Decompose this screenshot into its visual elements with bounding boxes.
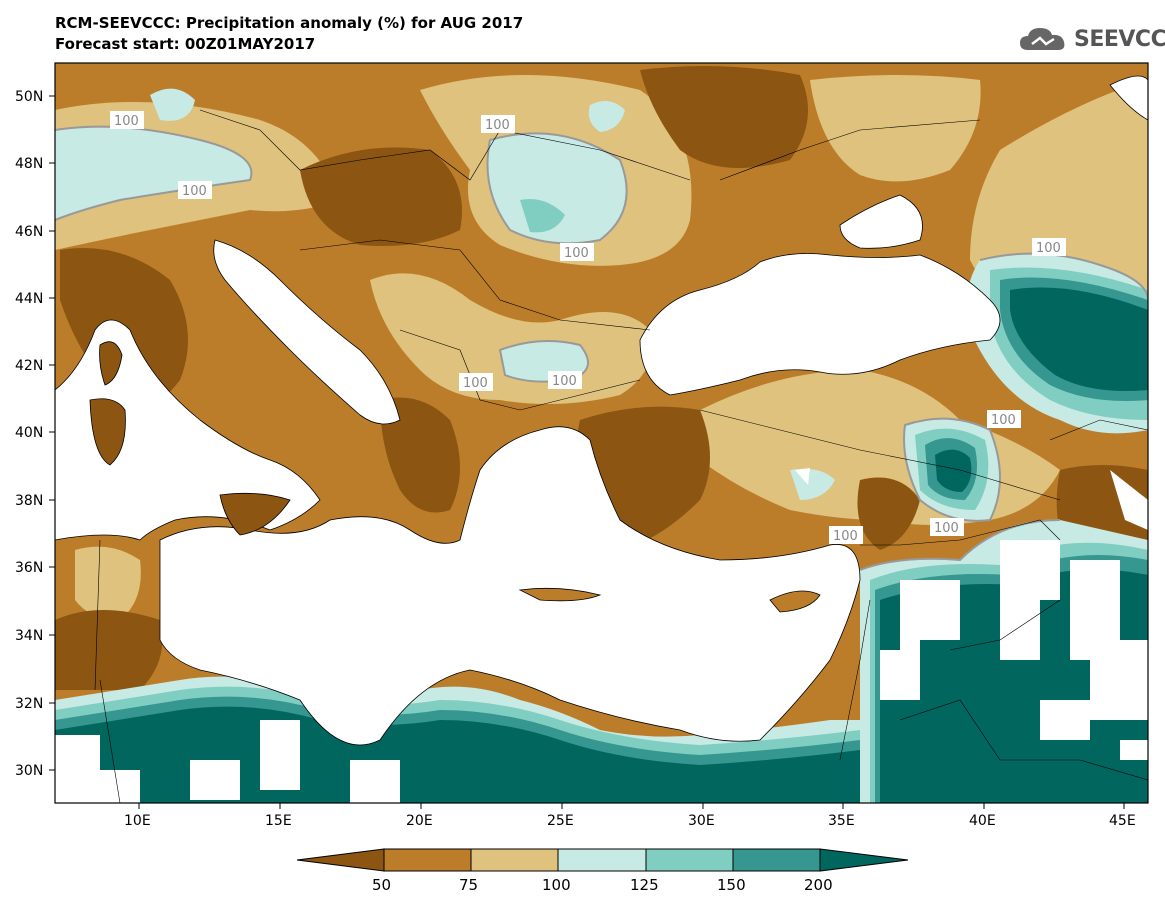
lat-tick-label: 36N (15, 560, 43, 576)
mediterranean-sea (55, 319, 861, 746)
lat-tick-label: 32N (15, 696, 43, 712)
colorbar-tick-label: 150 (717, 876, 746, 894)
colorbar-75-100 (470, 848, 559, 872)
colorbar-above-200 (819, 848, 909, 872)
map-area (55, 63, 1148, 803)
cyprus (769, 590, 821, 613)
contour-labels: 100 100 100 100 100 100 100 100 100 100 (110, 111, 1066, 544)
colorbar-tick-label: 200 (804, 876, 833, 894)
contour-label: 100 (459, 373, 493, 391)
contour-label-text: 100 (463, 376, 488, 391)
country-borders (94, 109, 1148, 803)
contour-label: 100 (1032, 238, 1066, 256)
sicily (219, 492, 291, 536)
lon-tick-label: 45E (1109, 813, 1136, 829)
contour-label: 100 (829, 526, 863, 544)
black-sea (639, 253, 1001, 396)
contour-label-text: 100 (114, 114, 139, 129)
sardinia (89, 398, 126, 466)
contour-label-text: 100 (833, 529, 858, 544)
caspian-lake (1109, 75, 1148, 121)
lon-tick-label: 20E (406, 813, 433, 829)
forecast-start-subtitle: Forecast start: 00Z01MAY2017 (55, 35, 316, 53)
lat-tick-label: 48N (15, 156, 43, 172)
colorbar-tick-label: 125 (630, 876, 659, 894)
sea-areas (55, 75, 1148, 746)
colorbar-100-125 (557, 848, 647, 872)
colorbar-50-75 (383, 848, 472, 872)
seevccc-logo: SEEVCCC (1018, 24, 1165, 54)
cloud-icon (1020, 28, 1065, 50)
contour-label: 100 (110, 111, 144, 129)
contour-label: 100 (987, 410, 1021, 428)
longitude-axis: 10E 15E 20E 25E 30E 35E 40E 45E (124, 803, 1136, 829)
contour-label: 100 (481, 115, 515, 133)
contour-label-text: 100 (564, 246, 589, 261)
lon-tick-label: 15E (265, 813, 292, 829)
crete (518, 587, 602, 602)
lon-tick-label: 10E (124, 813, 151, 829)
contour-label-text: 100 (934, 521, 959, 536)
lon-tick-label: 35E (828, 813, 855, 829)
lat-tick-label: 40N (15, 425, 43, 441)
lat-tick-label: 34N (15, 628, 43, 644)
lat-tick-label: 30N (15, 763, 43, 779)
contour-label: 100 (560, 243, 594, 261)
colorbar-tick-label: 50 (372, 876, 391, 894)
lat-tick-label: 42N (15, 358, 43, 374)
lat-tick-label: 38N (15, 493, 43, 509)
contour-label-text: 100 (1036, 241, 1061, 256)
colorbar-tick-label: 75 (459, 876, 478, 894)
map-title: RCM-SEEVCCC: Precipitation anomaly (%) f… (55, 14, 524, 32)
adriatic-sea (213, 239, 401, 425)
contour-label-text: 100 (182, 184, 207, 199)
contour-label: 100 (548, 371, 582, 389)
colorbar-150-200 (732, 848, 821, 872)
contour-label: 100 (178, 181, 212, 199)
logo-text: SEEVCCC (1074, 26, 1165, 52)
lat-tick-label: 44N (15, 291, 43, 307)
contour-label-text: 100 (485, 118, 510, 133)
lat-tick-label: 46N (15, 224, 43, 240)
sea-of-azov (839, 194, 923, 249)
corsica (99, 341, 123, 386)
lon-tick-label: 25E (547, 813, 574, 829)
lon-tick-label: 40E (969, 813, 996, 829)
map-frame (54, 62, 1149, 804)
contour-label: 100 (930, 518, 964, 536)
colorbar-tick-label: 100 (542, 876, 571, 894)
colorbar-125-150 (645, 848, 734, 872)
latitude-axis: 50N 48N 46N 44N 42N 40N 38N 36N 34N 32N … (15, 89, 55, 779)
lon-tick-label: 30E (688, 813, 715, 829)
contour-label-text: 100 (552, 374, 577, 389)
colorbar-below-50 (296, 848, 385, 872)
contour-label-text: 100 (991, 413, 1016, 428)
lat-tick-label: 50N (15, 89, 43, 105)
colorbar: 50 75 100 125 150 200 (296, 848, 909, 894)
